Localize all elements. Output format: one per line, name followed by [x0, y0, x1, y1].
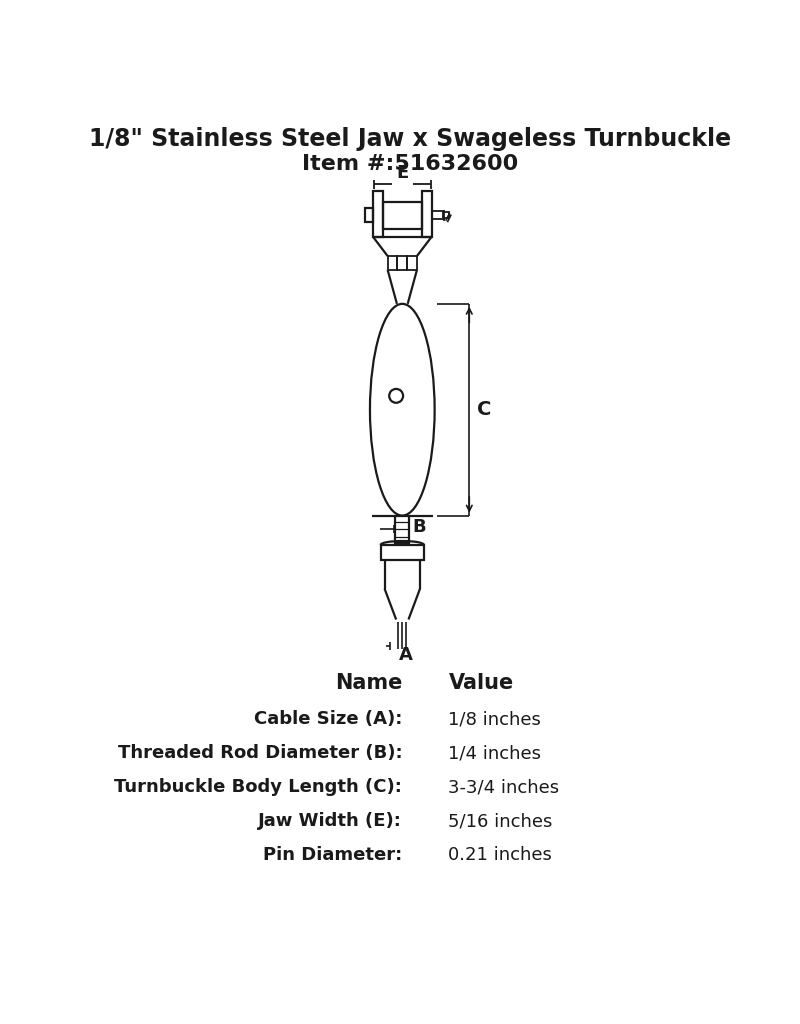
Bar — [373, 190, 383, 237]
Text: Name: Name — [335, 674, 402, 693]
Text: 1/8" Stainless Steel Jaw x Swageless Turnbuckle: 1/8" Stainless Steel Jaw x Swageless Tur… — [89, 127, 731, 151]
Bar — [407, 256, 417, 270]
Bar — [388, 256, 398, 270]
Text: Pin Diameter:: Pin Diameter: — [263, 846, 402, 864]
Text: Turnbuckle Body Length (C):: Turnbuckle Body Length (C): — [114, 778, 402, 796]
Bar — [383, 202, 422, 229]
Text: Item #:51632600: Item #:51632600 — [302, 154, 518, 174]
Bar — [366, 208, 373, 222]
Text: 5/16 inches: 5/16 inches — [449, 812, 553, 830]
Text: A: A — [399, 646, 413, 664]
Bar — [443, 212, 449, 218]
Text: 3-3/4 inches: 3-3/4 inches — [449, 778, 560, 796]
Bar — [398, 256, 407, 270]
Text: Jaw Width (E):: Jaw Width (E): — [258, 812, 402, 830]
Bar — [381, 545, 424, 560]
Bar — [422, 190, 431, 237]
Text: Cable Size (A):: Cable Size (A): — [254, 711, 402, 728]
Text: 0.21 inches: 0.21 inches — [449, 846, 552, 864]
Text: 1/4 inches: 1/4 inches — [449, 744, 542, 762]
Bar — [395, 515, 410, 543]
Text: C: C — [477, 400, 491, 419]
Text: 1/8 inches: 1/8 inches — [449, 711, 542, 728]
Text: Threaded Rod Diameter (B):: Threaded Rod Diameter (B): — [118, 744, 402, 762]
Text: Value: Value — [449, 674, 514, 693]
Text: E: E — [396, 164, 409, 182]
Text: B: B — [412, 518, 426, 536]
